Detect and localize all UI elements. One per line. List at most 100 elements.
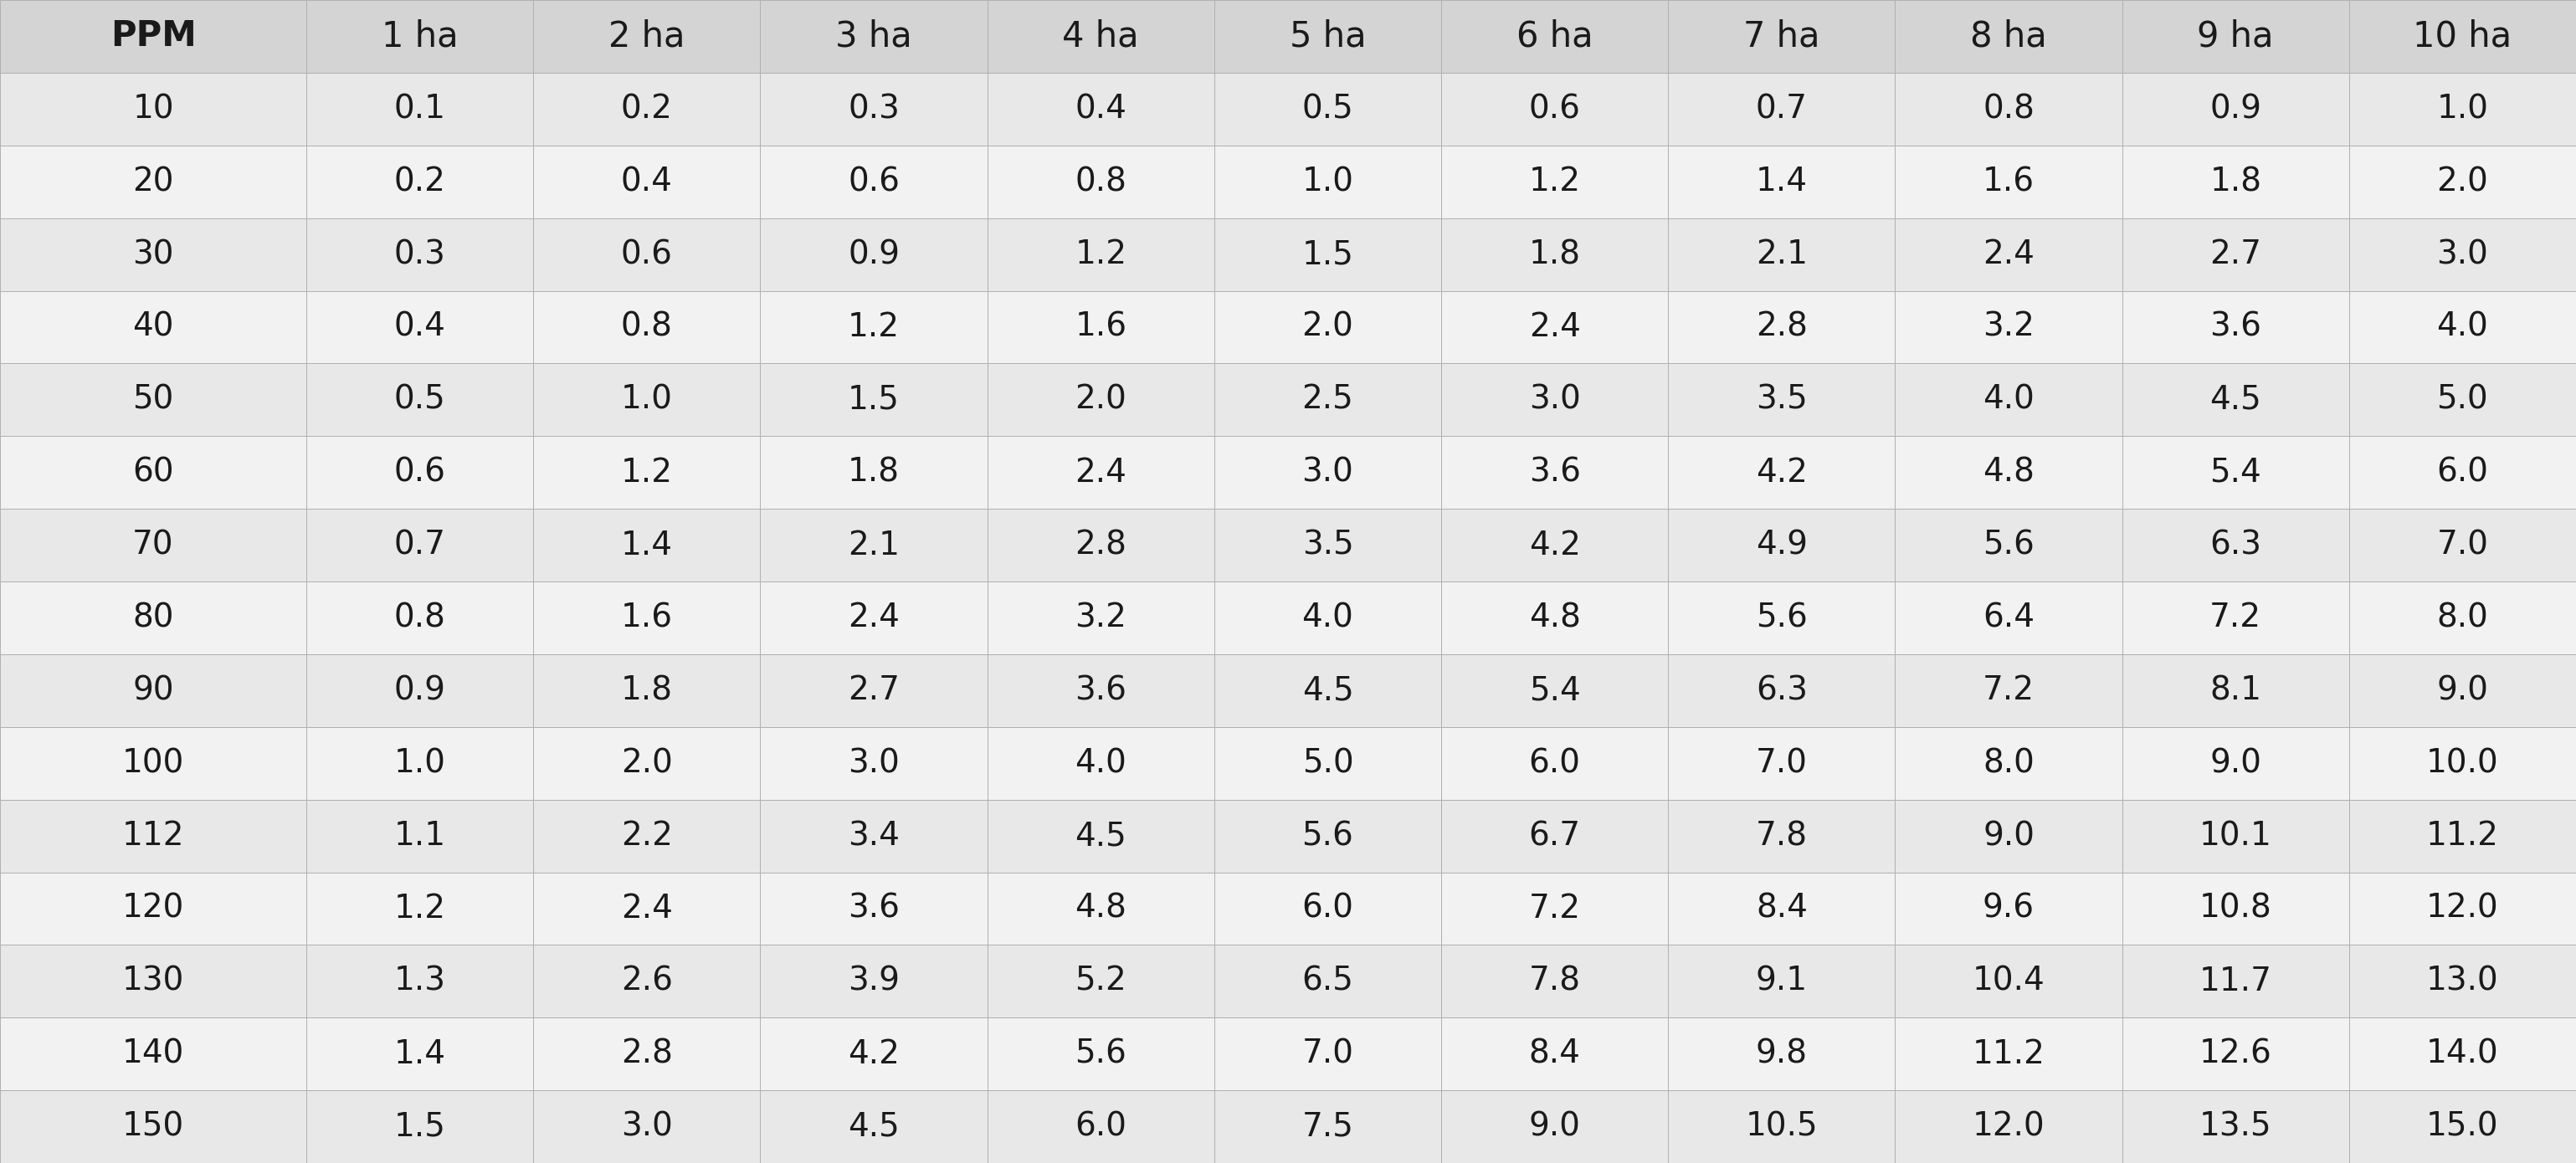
Text: 5.6: 5.6: [1301, 820, 1352, 851]
Text: 4.8: 4.8: [1984, 457, 2035, 488]
Text: 1.1: 1.1: [394, 820, 446, 851]
Bar: [1213, 509, 1440, 582]
Bar: [760, 800, 987, 872]
Text: 1.2: 1.2: [1528, 166, 1582, 198]
Text: 1.0: 1.0: [394, 748, 446, 779]
Bar: [2123, 436, 2349, 509]
Text: 80: 80: [131, 602, 175, 634]
Bar: [2123, 363, 2349, 436]
Bar: [987, 872, 1213, 944]
Bar: [760, 363, 987, 436]
Bar: [2349, 1018, 2576, 1091]
Text: 7.5: 7.5: [1301, 1111, 1352, 1142]
Bar: [2349, 363, 2576, 436]
Text: 0.3: 0.3: [848, 93, 899, 124]
Bar: [2349, 1091, 2576, 1163]
Bar: [760, 727, 987, 800]
Bar: [1896, 291, 2123, 363]
Bar: [760, 291, 987, 363]
Text: 5 ha: 5 ha: [1291, 19, 1365, 53]
Text: 1.4: 1.4: [621, 529, 672, 561]
Text: 3.0: 3.0: [1528, 384, 1582, 415]
Text: 3.2: 3.2: [1984, 312, 2035, 343]
Text: 7.2: 7.2: [2210, 602, 2262, 634]
Text: 2.5: 2.5: [1301, 384, 1352, 415]
Text: 8 ha: 8 ha: [1971, 19, 2048, 53]
Text: 10.8: 10.8: [2200, 893, 2272, 925]
Bar: [0, 800, 307, 872]
Text: 0.7: 0.7: [394, 529, 446, 561]
Bar: [533, 436, 760, 509]
Bar: [1440, 72, 1669, 145]
Text: 0.6: 0.6: [621, 238, 672, 270]
Text: 9.6: 9.6: [1984, 893, 2035, 925]
Text: 2.1: 2.1: [1757, 238, 1808, 270]
Text: 2.4: 2.4: [1074, 457, 1126, 488]
Bar: [307, 509, 533, 582]
Text: 2.4: 2.4: [848, 602, 899, 634]
Text: 0.2: 0.2: [394, 166, 446, 198]
Text: 5.6: 5.6: [1757, 602, 1808, 634]
Text: 1.4: 1.4: [394, 1039, 446, 1070]
Text: 2 ha: 2 ha: [608, 19, 685, 53]
Bar: [0, 72, 307, 145]
Bar: [760, 72, 987, 145]
Text: 140: 140: [121, 1039, 185, 1070]
Text: 3.2: 3.2: [1074, 602, 1126, 634]
Bar: [1440, 145, 1669, 219]
Bar: [1669, 145, 1896, 219]
Text: 13.5: 13.5: [2200, 1111, 2272, 1142]
Text: 4.2: 4.2: [848, 1039, 899, 1070]
Bar: [2123, 1091, 2349, 1163]
Bar: [1896, 436, 2123, 509]
Text: 4.2: 4.2: [1757, 457, 1808, 488]
Bar: [0, 219, 307, 291]
Text: 4.5: 4.5: [2210, 384, 2262, 415]
Bar: [1896, 1018, 2123, 1091]
Bar: [1669, 727, 1896, 800]
Text: 1.4: 1.4: [1757, 166, 1808, 198]
Text: 5.2: 5.2: [1074, 965, 1126, 997]
Text: 6.5: 6.5: [1301, 965, 1352, 997]
Bar: [1669, 509, 1896, 582]
Bar: [533, 291, 760, 363]
Text: 2.8: 2.8: [621, 1039, 672, 1070]
Text: 10.0: 10.0: [2427, 748, 2499, 779]
Text: 2.2: 2.2: [621, 820, 672, 851]
Bar: [1213, 1018, 1440, 1091]
Bar: [307, 1091, 533, 1163]
Text: 2.8: 2.8: [1074, 529, 1126, 561]
Text: 8.4: 8.4: [1757, 893, 1808, 925]
Bar: [1440, 582, 1669, 654]
Text: 6 ha: 6 ha: [1517, 19, 1592, 53]
Text: 0.6: 0.6: [848, 166, 899, 198]
Text: 9 ha: 9 ha: [2197, 19, 2275, 53]
Bar: [1669, 654, 1896, 727]
Text: 0.9: 0.9: [2210, 93, 2262, 124]
Bar: [987, 509, 1213, 582]
Text: 2.7: 2.7: [2210, 238, 2262, 270]
Text: 5.4: 5.4: [2210, 457, 2262, 488]
Text: 1.2: 1.2: [1074, 238, 1126, 270]
Bar: [0, 145, 307, 219]
Text: 0.9: 0.9: [848, 238, 899, 270]
Text: 7.0: 7.0: [1757, 748, 1808, 779]
Text: 13.0: 13.0: [2427, 965, 2499, 997]
Bar: [533, 582, 760, 654]
Text: 15.0: 15.0: [2427, 1111, 2499, 1142]
Bar: [307, 727, 533, 800]
Text: 6.0: 6.0: [2437, 457, 2488, 488]
Text: 3.5: 3.5: [1301, 529, 1352, 561]
Bar: [987, 944, 1213, 1018]
Bar: [987, 800, 1213, 872]
Text: 1 ha: 1 ha: [381, 19, 459, 53]
Text: 6.3: 6.3: [1757, 675, 1808, 706]
Text: 1.0: 1.0: [621, 384, 672, 415]
Text: 0.8: 0.8: [1984, 93, 2035, 124]
Bar: [1669, 944, 1896, 1018]
Text: 1.0: 1.0: [2437, 93, 2488, 124]
Bar: [1896, 654, 2123, 727]
Text: 9.0: 9.0: [1528, 1111, 1582, 1142]
Bar: [1896, 219, 2123, 291]
Bar: [1213, 145, 1440, 219]
